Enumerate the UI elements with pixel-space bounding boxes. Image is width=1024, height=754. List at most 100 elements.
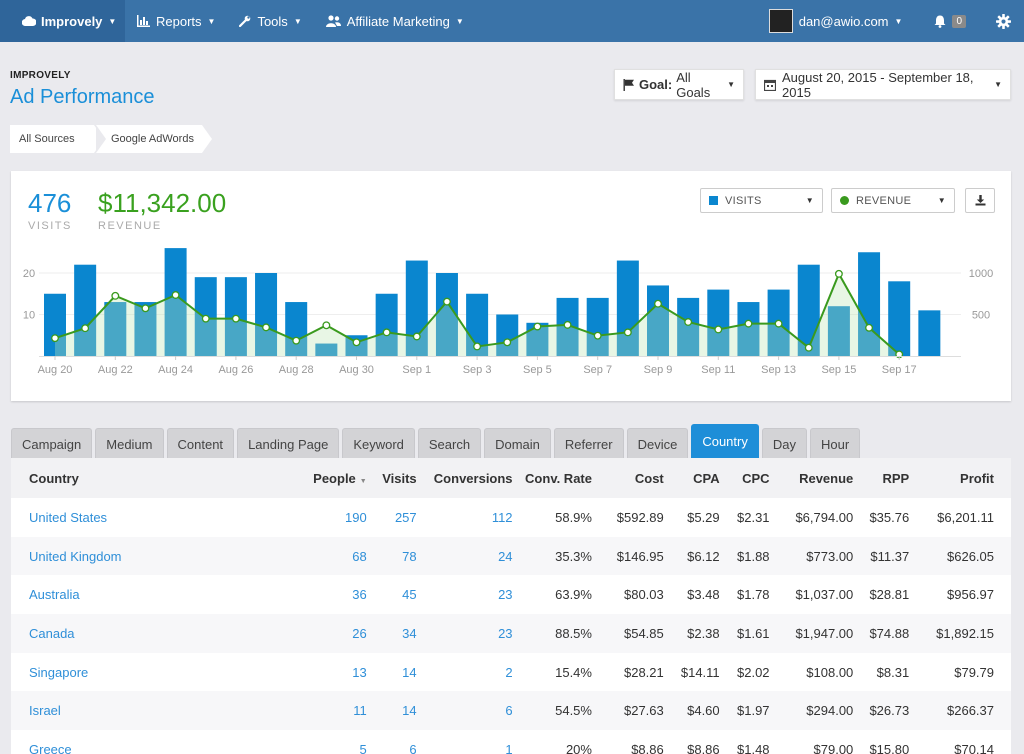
cell-country[interactable]: Singapore <box>29 664 89 680</box>
tab-content[interactable]: Content <box>166 428 235 460</box>
x-tick-label: Sep 3 <box>463 364 492 376</box>
cell-country[interactable]: United Kingdom <box>29 548 122 564</box>
cell-cpa: $5.29 <box>687 509 720 525</box>
cell-profit: $1,892.15 <box>936 625 994 641</box>
cell-conversions[interactable]: 2 <box>505 664 513 680</box>
column-header-country[interactable]: Country <box>11 458 307 498</box>
cell-visits[interactable]: 257 <box>394 509 417 525</box>
cloud-icon <box>22 16 36 26</box>
nav-tools[interactable]: Tools ▼ <box>227 0 313 42</box>
gear-icon <box>996 13 1011 29</box>
cell-country[interactable]: United States <box>29 509 108 525</box>
x-tick-label: Sep 5 <box>523 364 552 376</box>
column-header-conversions[interactable]: Conversions <box>423 458 519 498</box>
cell-people[interactable]: 11 <box>353 703 367 719</box>
tab-campaign[interactable]: Campaign <box>11 428 93 460</box>
visits-bar <box>435 273 458 356</box>
cell-rpp: $74.88 <box>869 625 910 641</box>
column-header-conv-rate[interactable]: Conv. Rate <box>519 458 598 498</box>
download-button[interactable] <box>965 188 995 213</box>
goal-dropdown[interactable]: Goal: All Goals ▼ <box>614 69 744 100</box>
brand-menu[interactable]: Improvely ▼ <box>0 0 125 42</box>
cell-country[interactable]: Greece <box>29 741 72 754</box>
cell-revenue: $294.00 <box>806 703 854 719</box>
breadcrumb-all-sources[interactable]: All Sources <box>10 125 104 153</box>
date-range-picker[interactable]: August 20, 2015 - September 18, 2015 ▼ <box>755 69 1011 100</box>
cell-cost: $592.89 <box>616 509 664 525</box>
cell-visits[interactable]: 14 <box>402 664 417 680</box>
column-header-visits[interactable]: Visits <box>373 458 423 498</box>
chevron-down-icon: ▼ <box>455 16 464 26</box>
table-row: Singapore 13 14 2 15.4% $28.21 $14.11 $2.02 $108… <box>11 653 1011 692</box>
notifications-button[interactable]: 0 <box>922 0 984 42</box>
tab-search[interactable]: Search <box>417 428 482 460</box>
cell-people[interactable]: 5 <box>359 741 367 754</box>
cell-conversions[interactable]: 1 <box>505 741 513 754</box>
tab-hour[interactable]: Hour <box>809 428 861 460</box>
cell-people[interactable]: 13 <box>352 664 367 680</box>
user-menu[interactable]: dan@awio.com ▼ <box>757 0 923 42</box>
cell-conversions[interactable]: 24 <box>498 548 513 564</box>
cell-conversions[interactable]: 23 <box>498 625 513 641</box>
cell-visits[interactable]: 14 <box>402 703 417 719</box>
cell-country[interactable]: Canada <box>29 625 75 641</box>
table-row: Israel 11 14 6 54.5% $27.63 $4.60 $1.97 $294.00 $… <box>11 691 1011 731</box>
tab-keyword[interactable]: Keyword <box>342 428 415 460</box>
cell-conversions[interactable]: 23 <box>498 587 513 603</box>
cell-visits[interactable]: 6 <box>409 741 417 754</box>
cell-people[interactable]: 36 <box>352 587 367 603</box>
settings-button[interactable] <box>984 0 1024 42</box>
cell-conversions[interactable]: 6 <box>505 703 513 719</box>
cell-visits[interactable]: 78 <box>402 548 417 564</box>
cell-country[interactable]: Australia <box>29 587 80 603</box>
cell-visits[interactable]: 34 <box>402 625 417 641</box>
visits-bar <box>677 297 700 356</box>
breadcrumb-google-adwords[interactable]: Google AdWords <box>96 125 212 153</box>
cell-people[interactable]: 26 <box>352 625 367 641</box>
visits-bar <box>647 285 669 356</box>
column-header-rpp[interactable]: RPP <box>859 458 915 498</box>
cell-profit: $70.14 <box>954 741 994 754</box>
cell-cpc: $2.02 <box>737 664 770 680</box>
revenue-point <box>714 325 723 334</box>
nav-affiliate-marketing[interactable]: Affiliate Marketing ▼ <box>314 0 476 42</box>
wrench-icon <box>239 15 251 27</box>
column-header-revenue[interactable]: Revenue <box>776 458 860 498</box>
bell-icon <box>934 15 946 28</box>
column-header-cpc[interactable]: CPC <box>726 458 776 498</box>
visits-swatch <box>709 196 718 205</box>
right-metric-select[interactable]: REVENUE ▼ <box>831 188 955 213</box>
x-tick-label: Sep 1 <box>402 364 431 376</box>
revenue-point <box>51 334 59 343</box>
cell-visits[interactable]: 45 <box>402 587 417 603</box>
column-header-cost[interactable]: Cost <box>598 458 670 498</box>
column-header-people[interactable]: People ▼ <box>307 458 373 498</box>
cell-cpc: $1.88 <box>737 548 770 564</box>
column-header-profit[interactable]: Profit <box>915 458 1011 498</box>
tab-landing-page[interactable]: Landing Page <box>237 428 340 460</box>
nav-reports[interactable]: Reports ▼ <box>125 0 227 42</box>
cell-revenue: $6,794.00 <box>795 509 854 525</box>
tab-device[interactable]: Device <box>626 428 689 460</box>
sort-desc-icon: ▼ <box>359 477 367 485</box>
cell-people[interactable]: 190 <box>345 509 367 525</box>
cell-conversions[interactable]: 112 <box>491 509 513 525</box>
cell-cost: $27.63 <box>623 703 664 719</box>
revenue-area <box>55 273 900 356</box>
tab-domain[interactable]: Domain <box>484 428 551 460</box>
tab-medium[interactable]: Medium <box>95 428 164 460</box>
chevron-down-icon: ▼ <box>937 196 946 205</box>
tab-country[interactable]: Country <box>691 424 759 458</box>
chevron-down-icon: ▼ <box>805 196 814 205</box>
column-header-cpa[interactable]: CPA <box>670 458 726 498</box>
cell-people[interactable]: 68 <box>352 548 367 564</box>
y-right-tick-label: 1000 <box>969 268 993 280</box>
cell-country[interactable]: Israel <box>29 703 61 719</box>
visits-bar <box>526 322 549 356</box>
left-metric-select[interactable]: VISITS ▼ <box>700 188 823 213</box>
cell-profit: $266.37 <box>947 703 994 719</box>
country-table: Country People ▼ Visits Conversions Conv. Rat… <box>11 458 1011 754</box>
column-header-label: Country <box>29 470 79 486</box>
tab-day[interactable]: Day <box>761 428 807 460</box>
tab-referrer[interactable]: Referrer <box>553 428 624 460</box>
